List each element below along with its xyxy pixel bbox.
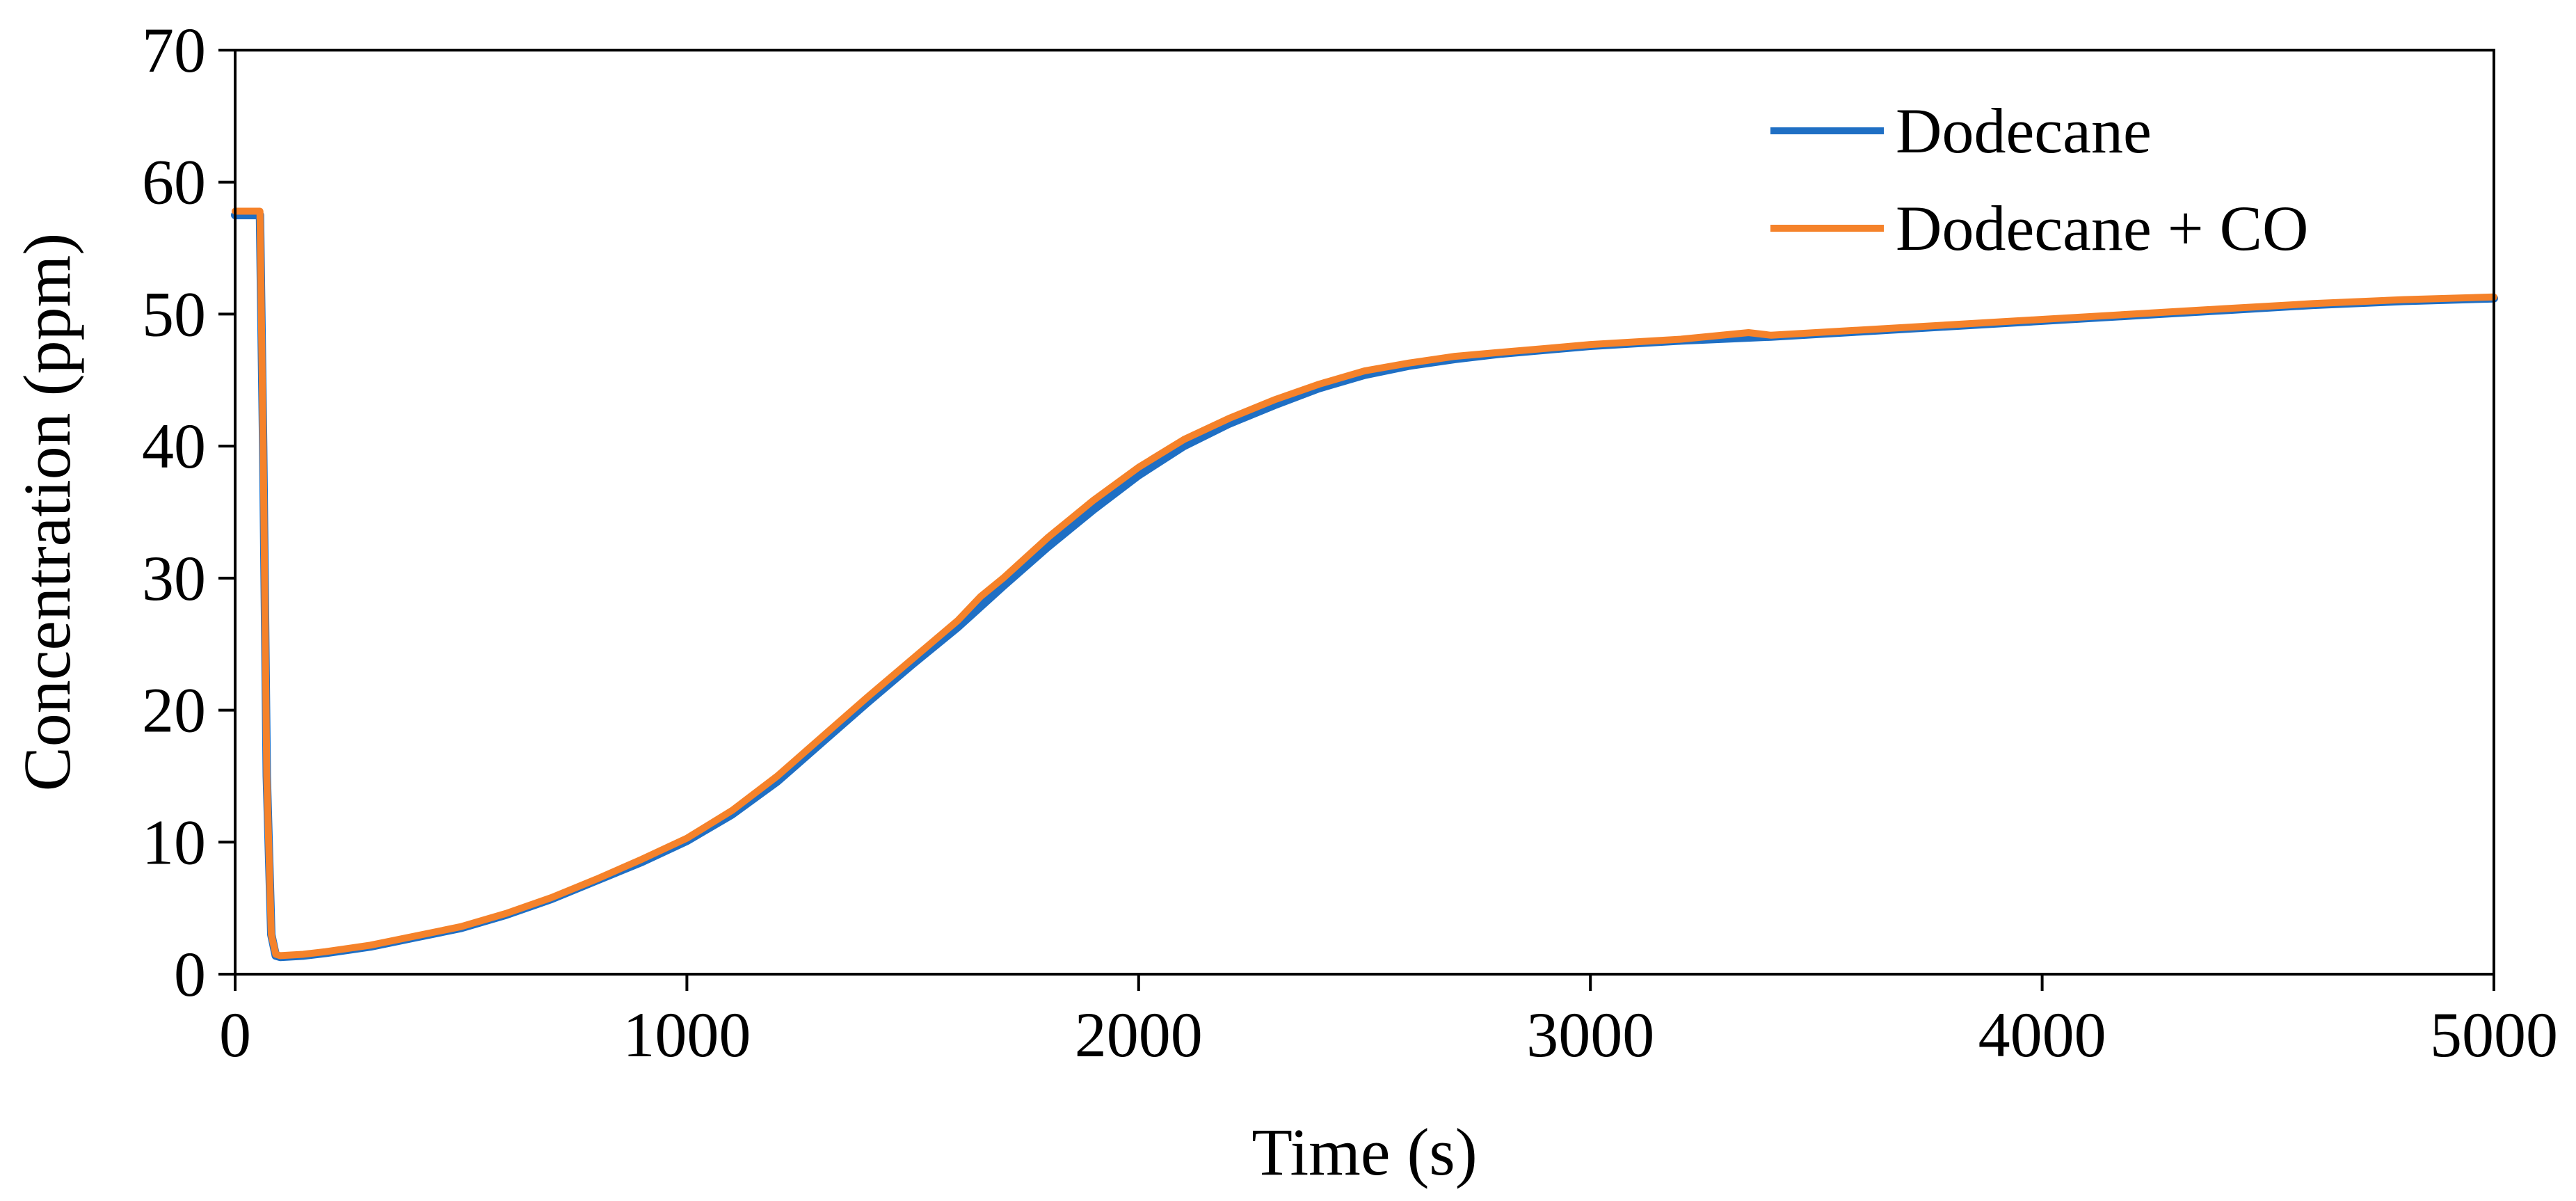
series-line-dodecane-co — [232, 207, 2497, 960]
y-tick-label: 70 — [142, 15, 206, 86]
y-tick-label: 50 — [142, 278, 206, 349]
legend-label-dodecane-co: Dodecane + CO — [1896, 193, 2308, 264]
x-tick-label: 1000 — [623, 999, 751, 1070]
x-tick-label: 5000 — [2430, 999, 2558, 1070]
y-tick-label: 20 — [142, 675, 206, 746]
y-tick-label: 40 — [142, 411, 206, 482]
y-tick-label: 0 — [174, 939, 206, 1010]
x-tick-label: 4000 — [1978, 999, 2106, 1070]
legend: Dodecane Dodecane + CO — [1770, 95, 2308, 264]
y-tick-label: 30 — [142, 543, 206, 614]
x-axis-title: Time (s) — [1251, 1115, 1478, 1189]
legend-label-dodecane: Dodecane — [1896, 95, 2152, 166]
series-layer — [231, 207, 2498, 962]
axis-ticks: 0 10 20 30 40 50 60 70 0 1000 2000 3000 4000 5000 — [142, 15, 2558, 1070]
y-tick-label: 10 — [142, 806, 206, 877]
x-tick-label: 2000 — [1075, 999, 1203, 1070]
plot-area-border — [234, 49, 2495, 976]
x-tick-label: 3000 — [1526, 999, 1654, 1070]
x-tick-label: 0 — [219, 999, 251, 1070]
y-axis-title: Concentration (ppm) — [10, 233, 84, 791]
y-tick-label: 60 — [142, 147, 206, 218]
